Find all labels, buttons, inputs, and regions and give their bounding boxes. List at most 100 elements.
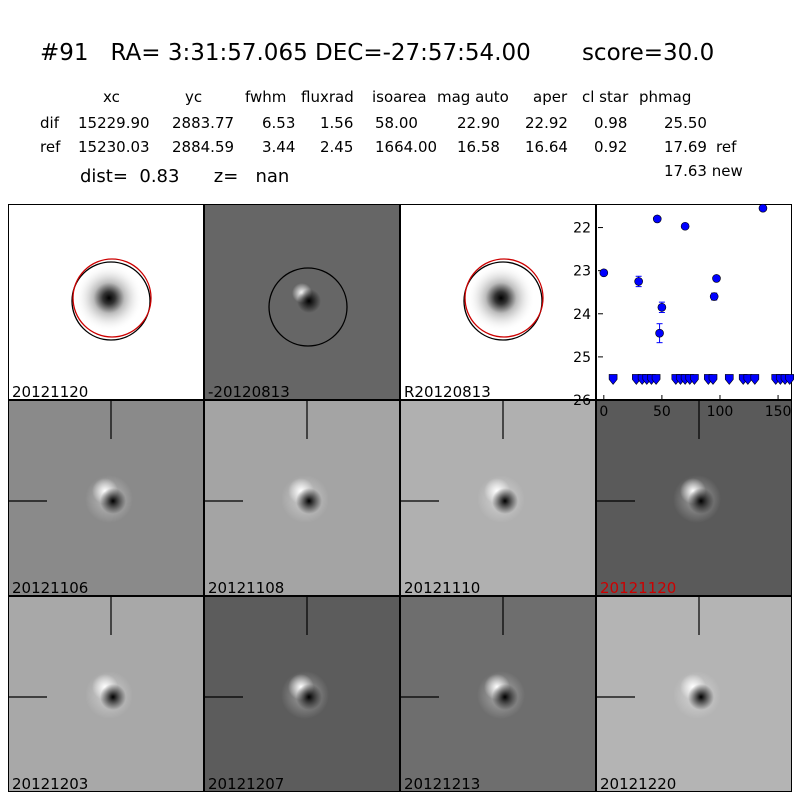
image-stamp: 20121220 [596, 596, 792, 792]
upper-limit-point [785, 374, 794, 385]
stamp-image [9, 597, 133, 719]
col-header-fwhm: fwhm [245, 88, 287, 106]
col-header-mag-auto: mag auto [437, 88, 509, 106]
stamp-date-label: -20120813 [208, 383, 290, 400]
stamp-image [205, 401, 329, 523]
data-point [657, 301, 667, 313]
dipole-source [296, 488, 322, 514]
image-stamp: 20121120 [8, 204, 204, 400]
stamp-image [401, 597, 525, 719]
dipole-source [100, 684, 126, 710]
image-stamp: 20121108 [204, 400, 400, 596]
row-label: ref [40, 138, 61, 156]
y-tick-label: 22 [573, 221, 591, 237]
image-stamp: 20121110 [400, 400, 596, 596]
table-cell: 0.98 [594, 114, 628, 132]
table-cell: 1664.00 [375, 138, 438, 156]
col-header-xc: xc [103, 88, 120, 106]
stamp-date-label: 20121207 [208, 775, 285, 792]
stamp-image [597, 597, 721, 719]
aperture-circle [463, 261, 543, 341]
aperture-circle [71, 261, 151, 341]
stamp-date-label: 20121120 [600, 579, 677, 596]
stamp-date-label: 20121203 [12, 775, 89, 792]
data-point [709, 292, 719, 301]
stamp-image [401, 401, 525, 523]
image-stamp: -20120813 [204, 204, 400, 400]
stamp-date-label: 20121120 [12, 383, 89, 400]
y-tick-label: 26 [573, 393, 591, 409]
upper-limit-point [724, 374, 734, 385]
upper-limit-point [708, 374, 718, 385]
lightcurve-panel: 0 50 100 150 22 23 24 25 26 [573, 203, 794, 420]
stamp-date-label: 20121213 [404, 775, 481, 792]
table-cell: 2884.59 [172, 138, 235, 156]
table-cell: 16.58 [457, 138, 500, 156]
dipole-source [688, 488, 714, 514]
x-tick-label: 50 [653, 404, 671, 420]
table-cell: 1.56 [320, 114, 354, 132]
aperture-circle [268, 267, 348, 347]
stamp-image [71, 258, 152, 341]
table-cell: 3.44 [262, 138, 296, 156]
lightcurve-chart: 0 50 100 150 22 23 24 25 26 [573, 203, 794, 420]
upper-limit-point [608, 374, 618, 385]
data-point [712, 274, 721, 283]
dipole-source [688, 684, 714, 710]
stamp-image [9, 401, 133, 523]
star-source [467, 264, 535, 332]
dipole-source [100, 488, 126, 514]
image-stamp: 20121213 [400, 596, 596, 792]
stamp-image [205, 597, 329, 719]
table-cell: 6.53 [262, 114, 296, 132]
col-header-fluxrad: fluxrad [301, 88, 354, 106]
stamp-image [597, 401, 721, 523]
col-header-cl-star: cl star [582, 88, 629, 106]
stamp-image [463, 258, 544, 341]
table-cell: 25.50 [664, 114, 707, 132]
image-stamp: 20121203 [8, 596, 204, 792]
data-point [758, 203, 768, 213]
image-stamp: R20120813 [400, 204, 596, 400]
x-tick-label: 100 [707, 404, 734, 420]
col-header-aper: aper [533, 88, 568, 106]
new-mag-value: 17.63 new [664, 162, 743, 180]
col-header-phmag: phmag [639, 88, 692, 106]
diff-source [297, 289, 321, 313]
dipole-source [492, 488, 518, 514]
table-cell: 2883.77 [172, 114, 235, 132]
image-stamp: 20121120 [596, 400, 792, 596]
dist-z-readout: dist= 0.83 z= nan [80, 166, 290, 187]
row-label: dif [40, 114, 59, 132]
x-tick-label: 150 [765, 404, 792, 420]
dipole-source [296, 684, 322, 710]
data-point [680, 221, 690, 231]
data-point [655, 323, 664, 344]
upper-limit-point [743, 374, 753, 385]
table-cell: 15229.90 [78, 114, 150, 132]
stamp-image [268, 267, 348, 347]
col-header-yc: yc [185, 88, 203, 106]
data-point [652, 214, 662, 224]
star-source [75, 264, 143, 332]
stamp-date-label: 20121110 [404, 579, 481, 596]
y-tick-label: 23 [573, 264, 591, 280]
row-suffix: ref [716, 138, 737, 156]
aperture-circle-ref [464, 258, 544, 338]
aperture-circle-ref [72, 258, 152, 338]
image-stamp: 20121207 [204, 596, 400, 792]
table-cell: 22.92 [525, 114, 568, 132]
page-title: #91 RA= 3:31:57.065 DEC=-27:57:54.00 sco… [40, 40, 715, 66]
upper-limit-point [750, 374, 760, 385]
table-cell: 22.90 [457, 114, 500, 132]
stamp-date-label: 20121108 [208, 579, 285, 596]
table-cell: 58.00 [375, 114, 418, 132]
stamp-date-label: R20120813 [404, 383, 491, 400]
table-cell: 0.92 [594, 138, 628, 156]
image-stamp: 20121106 [8, 400, 204, 596]
y-tick-label: 25 [573, 350, 591, 366]
stamp-date-label: 20121220 [600, 775, 677, 792]
dipole-source [492, 684, 518, 710]
table-cell: 15230.03 [78, 138, 150, 156]
x-tick-label: 0 [599, 404, 608, 420]
